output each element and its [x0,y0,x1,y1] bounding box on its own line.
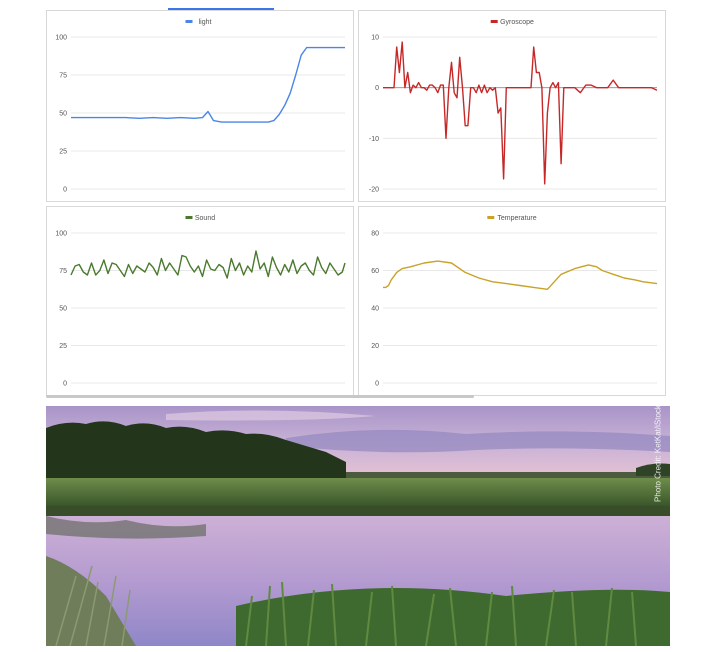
sound-series-line[interactable] [70,250,346,279]
gyroscope-series-line[interactable] [383,41,658,185]
light-chart-card: light 0 25 50 75 100 [46,10,354,202]
landscape-image [46,406,670,646]
sound-legend-swatch [185,216,193,219]
temperature-legend[interactable]: Temperature [487,215,537,222]
temperature-y-tick-label: 0 [375,381,379,388]
temperature-y-tick-label: 60 [371,268,379,275]
horizontal-scrollbar[interactable] [46,395,474,398]
temperature-y-tick-label: 80 [371,231,379,238]
light-y-tick-label: 75 [59,73,67,80]
light-chart: light 0 25 50 75 100 [55,19,345,194]
marsh-landscape-photo: Photo Credit: KetKat/iStock.com [46,406,670,646]
light-legend[interactable]: light [185,19,212,26]
gyroscope-legend-swatch [490,20,498,23]
sound-y-tick-label: 25 [59,343,67,350]
light-y-tick-label: 25 [59,149,67,156]
gyroscope-legend-label: Gyroscope [500,19,534,26]
temperature-legend-swatch [487,216,495,219]
gyroscope-chart-card: Gyroscope -20 -10 0 10 [358,10,666,202]
gyroscope-y-tick-label: -20 [369,187,379,194]
temperature-y-tick-label: 40 [371,306,379,313]
gyroscope-legend[interactable]: Gyroscope [490,19,534,26]
gyroscope-y-tick-label: 0 [375,85,379,92]
dashboard-charts: light 0 25 50 75 100 Gyroscope -20 -10 0 10 Sound… [46,8,670,396]
light-y-tick-label: 0 [63,187,67,194]
gyroscope-chart: Gyroscope -20 -10 0 10 [369,19,658,194]
light-series-line[interactable] [71,46,345,123]
sound-chart: Sound 0 25 50 75 100 [55,215,346,388]
sound-y-tick-label: 75 [59,268,67,275]
sound-legend-label: Sound [195,215,215,222]
temperature-legend-label: Temperature [497,215,536,222]
gyroscope-y-tick-label: 10 [371,35,379,42]
light-legend-label: light [199,19,212,26]
active-tab-indicator[interactable] [168,8,274,10]
temperature-chart-card: Temperature 0 20 40 60 80 [358,206,666,396]
gyroscope-y-tick-label: -10 [369,136,379,143]
photo-credit: Photo Credit: KetKat/iStock.com [653,406,662,502]
temperature-y-tick-label: 20 [371,343,379,350]
light-legend-swatch [185,20,193,23]
sound-chart-card: Sound 0 25 50 75 100 [46,206,354,396]
temperature-chart: Temperature 0 20 40 60 80 [371,215,658,388]
sound-y-tick-label: 0 [63,381,67,388]
light-y-tick-label: 100 [55,35,67,42]
sound-legend[interactable]: Sound [185,215,216,222]
light-y-tick-label: 50 [59,111,67,118]
sound-y-tick-label: 50 [59,306,67,313]
temperature-series-line[interactable] [383,260,658,291]
sound-y-tick-label: 100 [55,231,67,238]
